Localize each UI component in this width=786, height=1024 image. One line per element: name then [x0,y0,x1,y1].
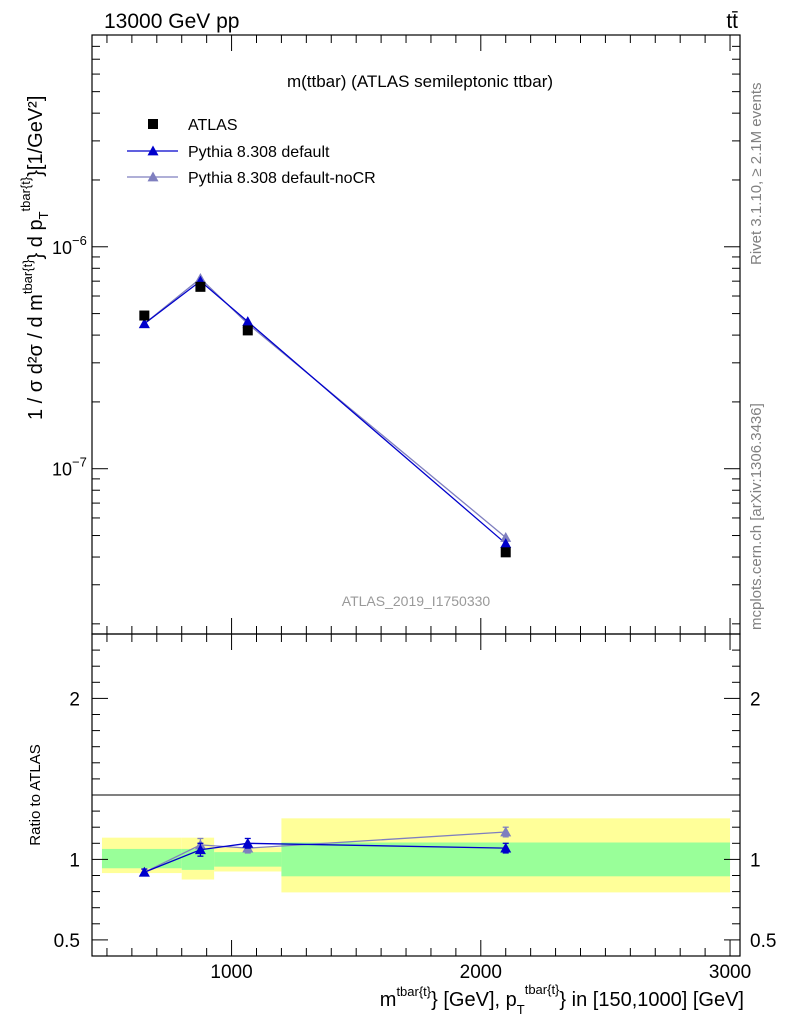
legend-label: ATLAS [188,117,238,134]
legend-marker [147,171,159,182]
legend-marker [148,119,158,129]
triangle-marker [138,318,150,329]
tick-base: 10 [52,238,72,258]
ylabel-sup2: tbar{t} [18,176,33,211]
xlabel-c: } in [150,1000] [GeV] [559,989,744,1011]
triangle-marker [500,538,512,548]
ratio-y-tick-label-right: 1 [750,850,761,871]
beam-label: 13000 GeV pp [104,10,239,33]
ratio-series-line [144,842,506,873]
tick-exponent: −7 [72,455,87,470]
main-title: m(ttbar) (ATLAS semileptonic ttbar) [287,72,553,91]
process-label: tt̄ [726,10,738,33]
ratio-y-tick-label: 0.5 [54,931,80,952]
ratio-triangle-marker [500,826,512,837]
ratio-frame [91,633,741,957]
tick-base: 10 [52,460,72,480]
tick-exponent: −6 [72,233,87,248]
main-y-tick-labels: 10−610−7 [52,233,87,480]
ylabel-sub: T [36,211,51,219]
main-axis-ticks [92,34,740,634]
xlabel-a-sup: tbar{t} [396,984,431,999]
ratio-panel: 0.5 0.5 1 1 2 2 1000 2000 3000 Ratio to ATLAS m… [27,633,777,1017]
main-y-axis-label: 1 / σ d²σ / d mtbar{t}} d pTtbar{t}}[1/G… [18,96,51,420]
ylabel-main: 1 / σ d²σ / d m [25,294,47,420]
data-point-marker [195,281,206,292]
xlabel-b-sup: tbar{t} [525,982,560,997]
xlabel-b-sub: T [517,1002,525,1017]
data-point-marker [139,310,150,321]
ratio-bands [101,818,731,893]
ratio-triangle-marker [500,842,512,853]
ratio-y-tick-label-right: 0.5 [750,931,776,952]
ratio-y-tick-label: 2 [69,689,80,710]
ratio-y-tick-labels: 0.5 0.5 1 1 2 2 [54,689,777,952]
x-tick-label: 3000 [709,962,751,983]
main-y-tick-label: 10−6 [52,233,87,258]
ratio-y-tick-label-right: 2 [750,689,761,710]
legend: ATLAS Pythia 8.308 default Pythia 8.308 de… [127,117,376,187]
xlabel-b: } [GeV], p [431,989,517,1011]
series-line [143,277,507,538]
x-tick-labels: 1000 2000 3000 [210,962,751,983]
ratio-axis-ticks [92,634,740,956]
ratio-triangle-marker [138,866,150,877]
legend-label: Pythia 8.308 default-noCR [188,170,376,187]
ratio-series [138,826,512,877]
watermark: ATLAS_2019_I1750330 [342,593,491,609]
main-series [138,272,512,558]
ylabel-mid: } d p [25,219,47,259]
triangle-marker [500,531,512,542]
ratio-y-axis-label: Ratio to ATLAS [27,744,44,845]
x-tick-label: 2000 [460,962,502,983]
ratio-triangle-marker [242,837,254,848]
xlabel-a: m [380,989,397,1011]
ratio-triangle-marker [194,844,206,855]
ylabel-unit: }[1/GeV²] [25,96,47,177]
legend-label: Pythia 8.308 default [188,144,330,161]
stat-uncertainty-band [101,848,182,869]
ylabel-sup1: tbar{t} [20,259,35,294]
rivet-label: Rivet 3.1.10, ≥ 2.1M events [748,83,765,266]
mcplots-label: mcplots.cern.ch [arXiv:1306.3436] [748,403,765,630]
x-axis-label: mtbar{t}} [GeV], pTtbar{t}} in [150,1000… [380,982,744,1017]
data-point-marker [500,547,511,558]
main-panel: m(ttbar) (ATLAS semileptonic ttbar) ATLA… [18,34,741,635]
x-tick-label: 1000 [210,962,252,983]
triangle-marker [242,316,254,327]
stat-uncertainty-band [214,852,282,867]
main-y-tick-label: 10−7 [52,455,87,480]
data-point-marker [242,325,253,336]
legend-marker [147,145,159,156]
ratio-y-tick-label: 1 [69,850,80,871]
series-line [143,280,507,545]
